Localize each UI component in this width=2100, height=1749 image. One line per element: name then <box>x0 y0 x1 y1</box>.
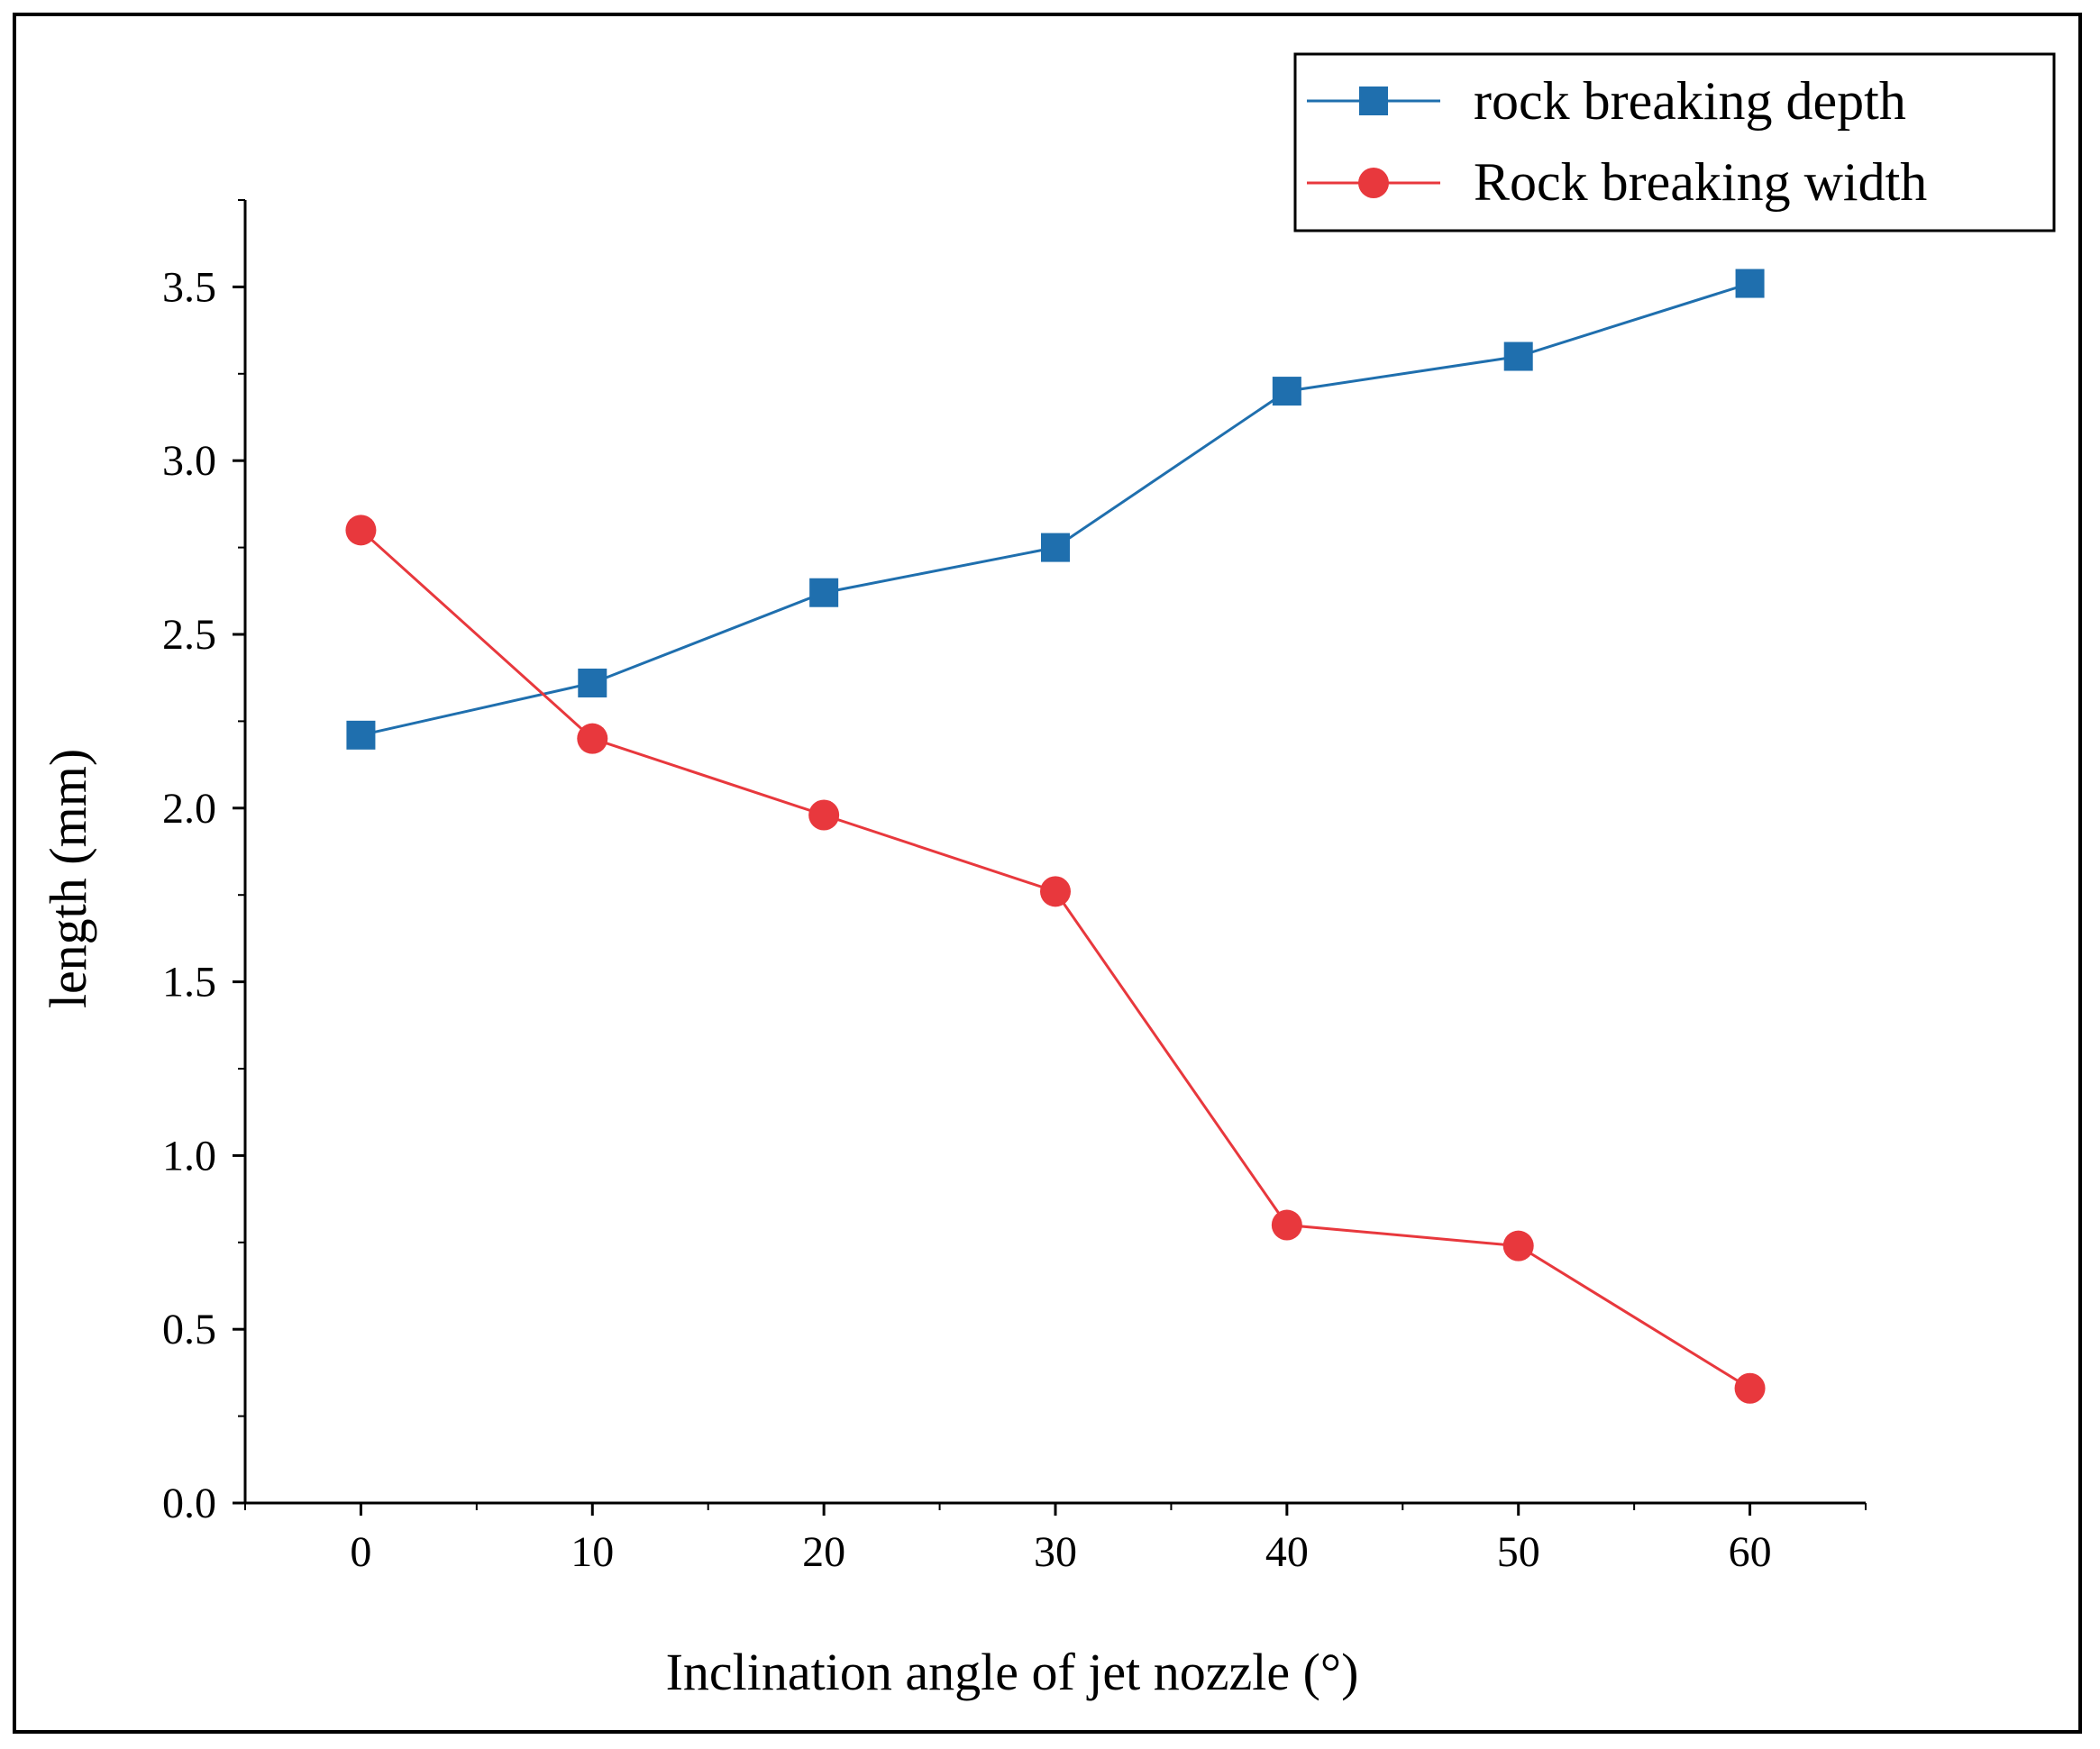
x-tick-label: 30 <box>1034 1528 1077 1576</box>
y-tick-label: 1.0 <box>162 1132 216 1180</box>
x-tick-label: 50 <box>1497 1528 1540 1576</box>
data-point-rock-breaking-width <box>1502 1230 1534 1262</box>
data-point-rock-breaking-depth <box>1272 377 1301 406</box>
x-axis-title: Inclination angle of jet nozzle (°) <box>666 1643 1359 1701</box>
figure-frame <box>13 13 2082 1734</box>
series-line-rock-breaking-depth <box>361 282 1751 737</box>
series-line-rock-breaking-width <box>360 529 1751 1390</box>
x-tick-label: 10 <box>571 1528 614 1576</box>
data-point-rock-breaking-depth <box>1503 342 1533 371</box>
data-point-rock-breaking-width <box>577 723 608 754</box>
data-point-rock-breaking-width <box>1271 1209 1302 1241</box>
data-point-rock-breaking-depth <box>578 668 607 697</box>
data-point-rock-breaking-depth <box>346 720 376 750</box>
legend-label-width: Rock breaking width <box>1474 152 1927 212</box>
legend-marker-circle <box>1358 168 1389 198</box>
x-tick-label: 0 <box>350 1528 371 1576</box>
data-point-rock-breaking-width <box>1734 1372 1766 1404</box>
y-tick-label: 2.5 <box>162 611 216 659</box>
x-tick-label: 40 <box>1265 1528 1309 1576</box>
y-tick-label: 0.0 <box>162 1480 216 1527</box>
legend: rock breaking depth Rock breaking width <box>1293 52 2056 232</box>
data-point-rock-breaking-depth <box>1041 533 1070 562</box>
y-tick-label: 3.5 <box>162 263 216 311</box>
data-point-rock-breaking-depth <box>809 578 839 607</box>
y-tick-label: 2.0 <box>162 785 216 833</box>
data-point-rock-breaking-width <box>1040 876 1071 907</box>
y-tick-label: 3.0 <box>162 437 216 485</box>
data-point-rock-breaking-width <box>808 799 840 831</box>
x-tick-label: 20 <box>802 1528 845 1576</box>
y-axis-title: length (mm) <box>39 749 97 1008</box>
x-tick-label: 60 <box>1729 1528 1772 1576</box>
legend-label-depth: rock breaking depth <box>1474 71 1906 131</box>
series-layer <box>345 269 1766 1404</box>
legend-marker-square <box>1359 87 1388 115</box>
axes: 0 10 20 30 40 50 60 0.0 0.5 1.0 1.5 2.0 2.5 3.0 3.5 <box>162 199 1867 1576</box>
legend-box <box>1293 52 2056 232</box>
data-point-rock-breaking-width <box>345 515 377 546</box>
y-tick-label: 1.5 <box>162 959 216 1007</box>
y-tick-label: 0.5 <box>162 1306 216 1353</box>
data-point-rock-breaking-depth <box>1735 269 1765 298</box>
